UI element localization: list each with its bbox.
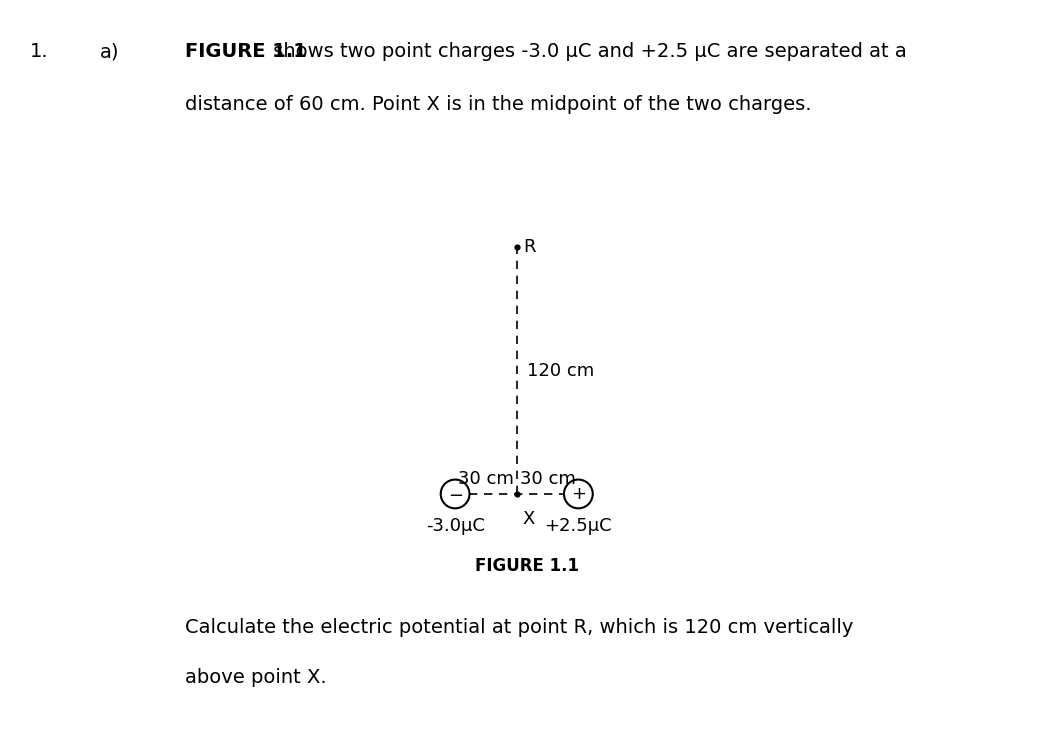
Text: above point X.: above point X. [186,668,327,687]
Text: -3.0μC: -3.0μC [426,517,485,535]
Text: FIGURE 1.1: FIGURE 1.1 [475,557,579,574]
Text: $+$: $+$ [571,485,586,503]
Text: FIGURE 1.1: FIGURE 1.1 [186,42,307,61]
Text: $-$: $-$ [448,485,463,503]
Text: distance of 60 cm. Point X is in the midpoint of the two charges.: distance of 60 cm. Point X is in the mid… [186,95,812,114]
Circle shape [564,480,592,508]
Text: 30 cm: 30 cm [458,470,514,488]
Text: a): a) [100,42,119,61]
Text: X: X [523,510,535,528]
Text: +2.5μC: +2.5μC [545,517,612,535]
Text: Calculate the electric potential at point R, which is 120 cm vertically: Calculate the electric potential at poin… [186,618,854,637]
Text: 1.: 1. [30,42,48,61]
Text: R: R [523,238,535,256]
Text: 120 cm: 120 cm [527,362,594,379]
Circle shape [441,480,469,508]
Text: 30 cm: 30 cm [520,470,575,488]
Text: shows two point charges -3.0 μC and +2.5 μC are separated at a: shows two point charges -3.0 μC and +2.5… [267,42,906,61]
